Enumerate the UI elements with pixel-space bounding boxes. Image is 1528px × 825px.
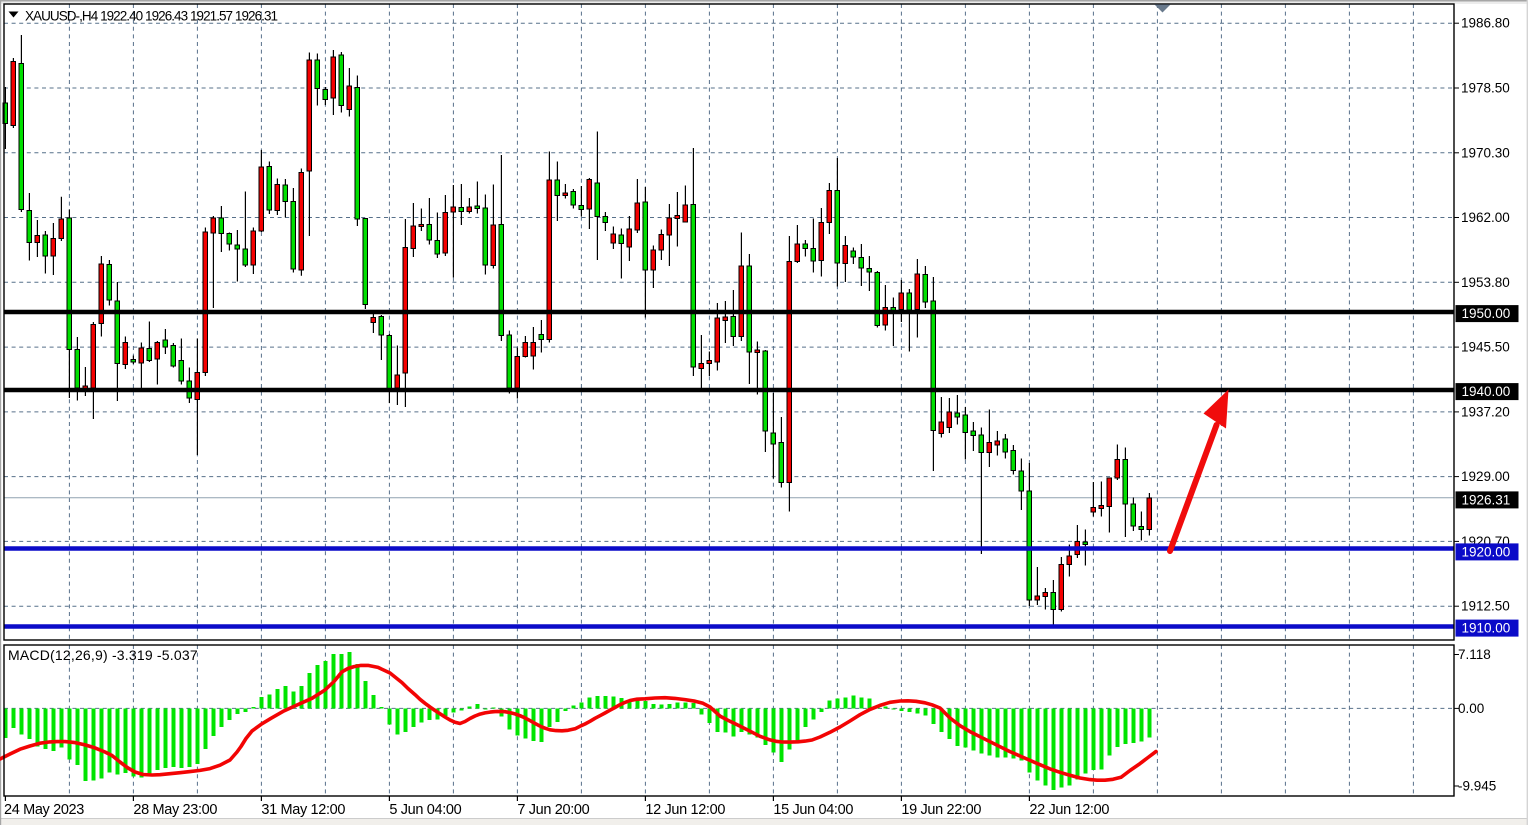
svg-text:1912.50: 1912.50 (1461, 599, 1510, 614)
svg-text:15 Jun 04:00: 15 Jun 04:00 (773, 802, 853, 818)
svg-text:7 Jun 20:00: 7 Jun 20:00 (517, 802, 589, 818)
svg-text:1910.00: 1910.00 (1462, 621, 1511, 636)
svg-text:1940.00: 1940.00 (1462, 384, 1511, 399)
svg-text:1937.20: 1937.20 (1461, 404, 1510, 419)
svg-text:XAUUSD-,H4 1922.40 1926.43 19: XAUUSD-,H4 1922.40 1926.43 1921.57 1926.… (25, 9, 278, 24)
svg-text:1970.30: 1970.30 (1461, 145, 1510, 160)
svg-text:5 Jun 04:00: 5 Jun 04:00 (389, 802, 461, 818)
svg-text:31 May 12:00: 31 May 12:00 (261, 802, 345, 818)
svg-text:24 May 2023: 24 May 2023 (4, 802, 84, 818)
svg-text:1920.00: 1920.00 (1462, 544, 1511, 559)
svg-text:12 Jun 12:00: 12 Jun 12:00 (645, 802, 725, 818)
svg-text:19 Jun 22:00: 19 Jun 22:00 (901, 802, 981, 818)
svg-text:1945.50: 1945.50 (1461, 340, 1510, 355)
svg-text:28 May 23:00: 28 May 23:00 (133, 802, 217, 818)
svg-text:7.118: 7.118 (1458, 647, 1491, 662)
svg-text:1953.80: 1953.80 (1461, 275, 1510, 290)
svg-text:1962.00: 1962.00 (1461, 210, 1510, 225)
svg-text:0.00: 0.00 (1458, 701, 1484, 716)
svg-text:1978.50: 1978.50 (1461, 81, 1510, 96)
svg-text:MACD(12,26,9) -3.319 -5.037: MACD(12,26,9) -3.319 -5.037 (8, 647, 198, 663)
svg-text:1950.00: 1950.00 (1462, 306, 1511, 321)
svg-text:1926.31: 1926.31 (1462, 492, 1511, 507)
svg-text:1986.80: 1986.80 (1461, 16, 1510, 31)
svg-text:22 Jun 12:00: 22 Jun 12:00 (1029, 802, 1109, 818)
svg-text:1929.00: 1929.00 (1461, 469, 1510, 484)
svg-text:-9.945: -9.945 (1458, 779, 1496, 794)
